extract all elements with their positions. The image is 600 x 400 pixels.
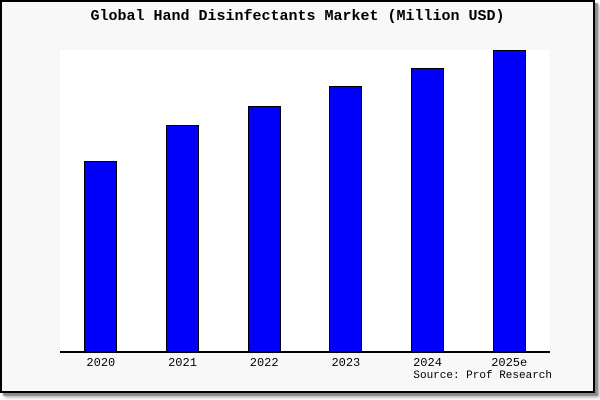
bar-2022 [247,105,281,351]
chart-title: Global Hand Disinfectants Market (Millio… [90,8,505,25]
bar-2024 [411,68,445,351]
x-tick-2023: 2023 [331,356,361,370]
x-tick-2020: 2020 [86,356,116,370]
x-tick-2022: 2022 [249,356,279,370]
bar-slot-2024 [387,50,469,351]
bar-slot-2021 [142,50,224,351]
x-tick-2024: 2024 [413,356,442,370]
x-tick-2025e: 2025e [491,356,528,370]
bar-2020 [84,161,118,351]
bars-container [60,50,550,351]
plot-area [60,50,550,353]
x-tick-2021: 2021 [168,356,197,370]
bar-2023 [329,86,363,351]
bar-slot-2025e [468,50,550,351]
chart-frame: Global Hand Disinfectants Market (Millio… [0,0,595,393]
bar-slot-2022 [223,50,305,351]
bar-slot-2020 [60,50,142,351]
bar-slot-2023 [305,50,387,351]
bar-2021 [166,125,199,351]
x-axis-labels: 2020 2021 2022 2023 2024 2025e [60,356,550,370]
source-credit: Source: Prof Research [413,370,552,382]
bar-2025e [492,50,526,351]
